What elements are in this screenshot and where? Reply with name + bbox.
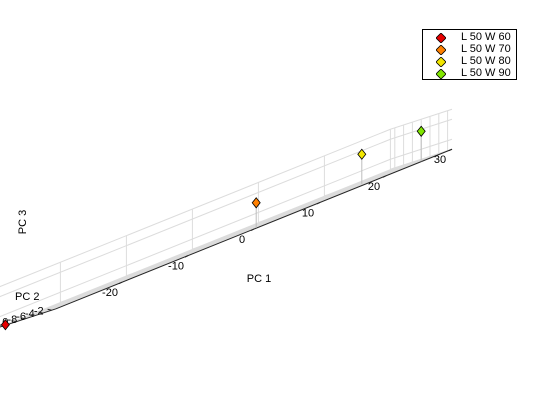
z-axis-label: PC 3 bbox=[17, 210, 29, 234]
x-tick-label: -10 bbox=[168, 261, 184, 273]
axis-labels: PC 1 PC 2 PC 3 bbox=[15, 210, 271, 303]
x-tick bbox=[382, 175, 387, 178]
data-point bbox=[416, 125, 426, 137]
wall-gridline bbox=[0, 158, 391, 318]
x-tick-label: 20 bbox=[368, 181, 380, 193]
floor-gridline bbox=[258, 201, 321, 223]
data-points bbox=[0, 125, 426, 331]
legend-swatch bbox=[436, 57, 446, 67]
x-tick bbox=[118, 281, 123, 285]
legend-item: L 50 W 70 bbox=[423, 43, 518, 56]
grid-layer bbox=[0, 108, 453, 328]
data-point bbox=[251, 197, 261, 209]
diamond-marker-icon bbox=[436, 69, 446, 79]
data-point bbox=[0, 319, 10, 331]
legend-item: L 50 W 90 bbox=[423, 67, 518, 80]
x-tick-label: 30 bbox=[434, 154, 446, 166]
legend-swatch bbox=[436, 33, 446, 43]
diamond-marker-icon bbox=[436, 57, 446, 67]
legend-label: L 50 W 70 bbox=[461, 43, 511, 55]
legend-swatch bbox=[436, 69, 446, 79]
diamond-marker-icon bbox=[436, 33, 446, 43]
legend-item: L 50 W 60 bbox=[423, 31, 518, 44]
y-tick bbox=[21, 317, 26, 320]
y-tick bbox=[12, 320, 17, 323]
y-tick-label: -6 bbox=[16, 311, 26, 323]
x-axis-label: PC 1 bbox=[247, 273, 271, 285]
y-tick bbox=[29, 314, 35, 317]
legend-label: L 50 W 80 bbox=[461, 55, 511, 67]
diamond-marker-icon bbox=[436, 45, 446, 55]
wall-gridline bbox=[0, 138, 391, 298]
y-tick bbox=[38, 311, 43, 314]
legend-label: L 50 W 60 bbox=[461, 31, 511, 43]
x-tick bbox=[316, 201, 321, 205]
legend-item: L 50 W 80 bbox=[423, 55, 518, 68]
x-tick-label: 10 bbox=[302, 207, 314, 219]
y-tick-label: -4 bbox=[25, 308, 35, 320]
wall-gridline bbox=[390, 108, 453, 130]
y-tick-label: -2 bbox=[34, 305, 44, 317]
floor-gridline bbox=[126, 255, 189, 277]
floor-gridline bbox=[192, 228, 255, 250]
legend-label: L 50 W 90 bbox=[461, 67, 511, 79]
x-tick-label: -20 bbox=[102, 287, 118, 299]
y-tick-label: -8 bbox=[7, 314, 17, 326]
legend-swatch bbox=[436, 45, 446, 55]
x-tick bbox=[448, 148, 453, 152]
x-tick bbox=[184, 255, 189, 258]
wall-gridline bbox=[0, 128, 391, 288]
floor-gridline bbox=[60, 281, 123, 303]
legend: L 50 W 60 L 50 W 70 L 50 W 80 L 50 W 90 bbox=[422, 29, 517, 80]
x-tick-label: 0 bbox=[239, 234, 245, 246]
data-point bbox=[357, 148, 367, 160]
floor-gridline bbox=[324, 175, 387, 197]
y-axis-label: PC 2 bbox=[15, 291, 39, 303]
x-tick bbox=[250, 228, 255, 231]
y-tick bbox=[47, 308, 52, 311]
